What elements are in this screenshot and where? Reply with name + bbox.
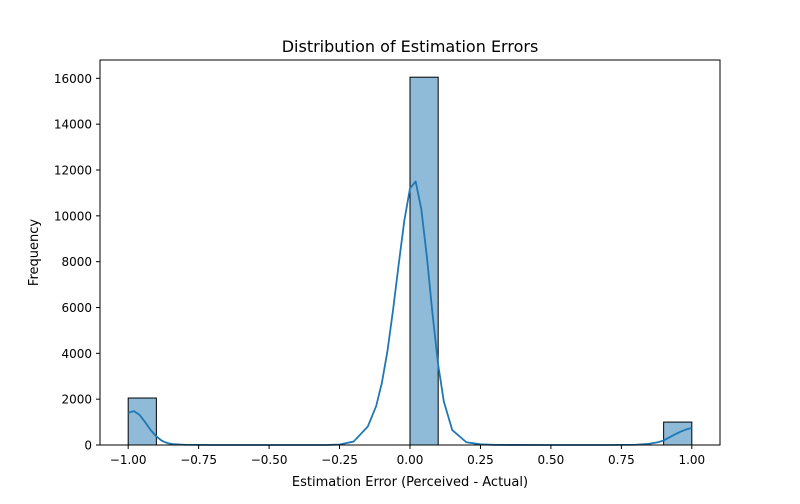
bars-layer xyxy=(127,76,693,446)
x-tick-label: −0.25 xyxy=(321,453,358,467)
y-tick-label: 6000 xyxy=(61,301,92,315)
kde-layer xyxy=(127,180,693,446)
x-tick-label: −0.75 xyxy=(180,453,217,467)
y-axis-ticks: 0 2000 4000 6000 8000 10000 12000 14000 16000 xyxy=(54,72,100,453)
x-axis-label: Estimation Error (Perceived - Actual) xyxy=(292,475,528,490)
kde-curve xyxy=(127,180,693,446)
x-tick-label: 0.25 xyxy=(467,453,494,467)
x-axis-ticks: −1.00 −0.75 −0.50 −0.25 0.00 0.25 0.50 0.75 1.00 xyxy=(110,445,705,467)
y-tick-label: 0 xyxy=(84,439,92,453)
y-tick-label: 16000 xyxy=(54,72,92,86)
y-tick-label: 4000 xyxy=(61,347,92,361)
x-tick-label: 0.00 xyxy=(397,453,424,467)
x-tick-label: 0.75 xyxy=(608,453,635,467)
y-tick-label: 10000 xyxy=(54,209,92,223)
y-tick-label: 2000 xyxy=(61,393,92,407)
chart-title: Distribution of Estimation Errors xyxy=(282,37,539,56)
y-tick-label: 12000 xyxy=(54,164,92,178)
histogram-bar-0 xyxy=(127,397,157,446)
x-tick-label: −0.50 xyxy=(251,453,288,467)
y-axis-label: Frequency xyxy=(27,219,42,286)
x-tick-label: −1.00 xyxy=(110,453,147,467)
x-tick-label: 0.50 xyxy=(538,453,565,467)
y-tick-label: 14000 xyxy=(54,118,92,132)
y-tick-label: 8000 xyxy=(61,255,92,269)
x-tick-label: 1.00 xyxy=(678,453,705,467)
histogram-bar-1 xyxy=(409,76,439,446)
